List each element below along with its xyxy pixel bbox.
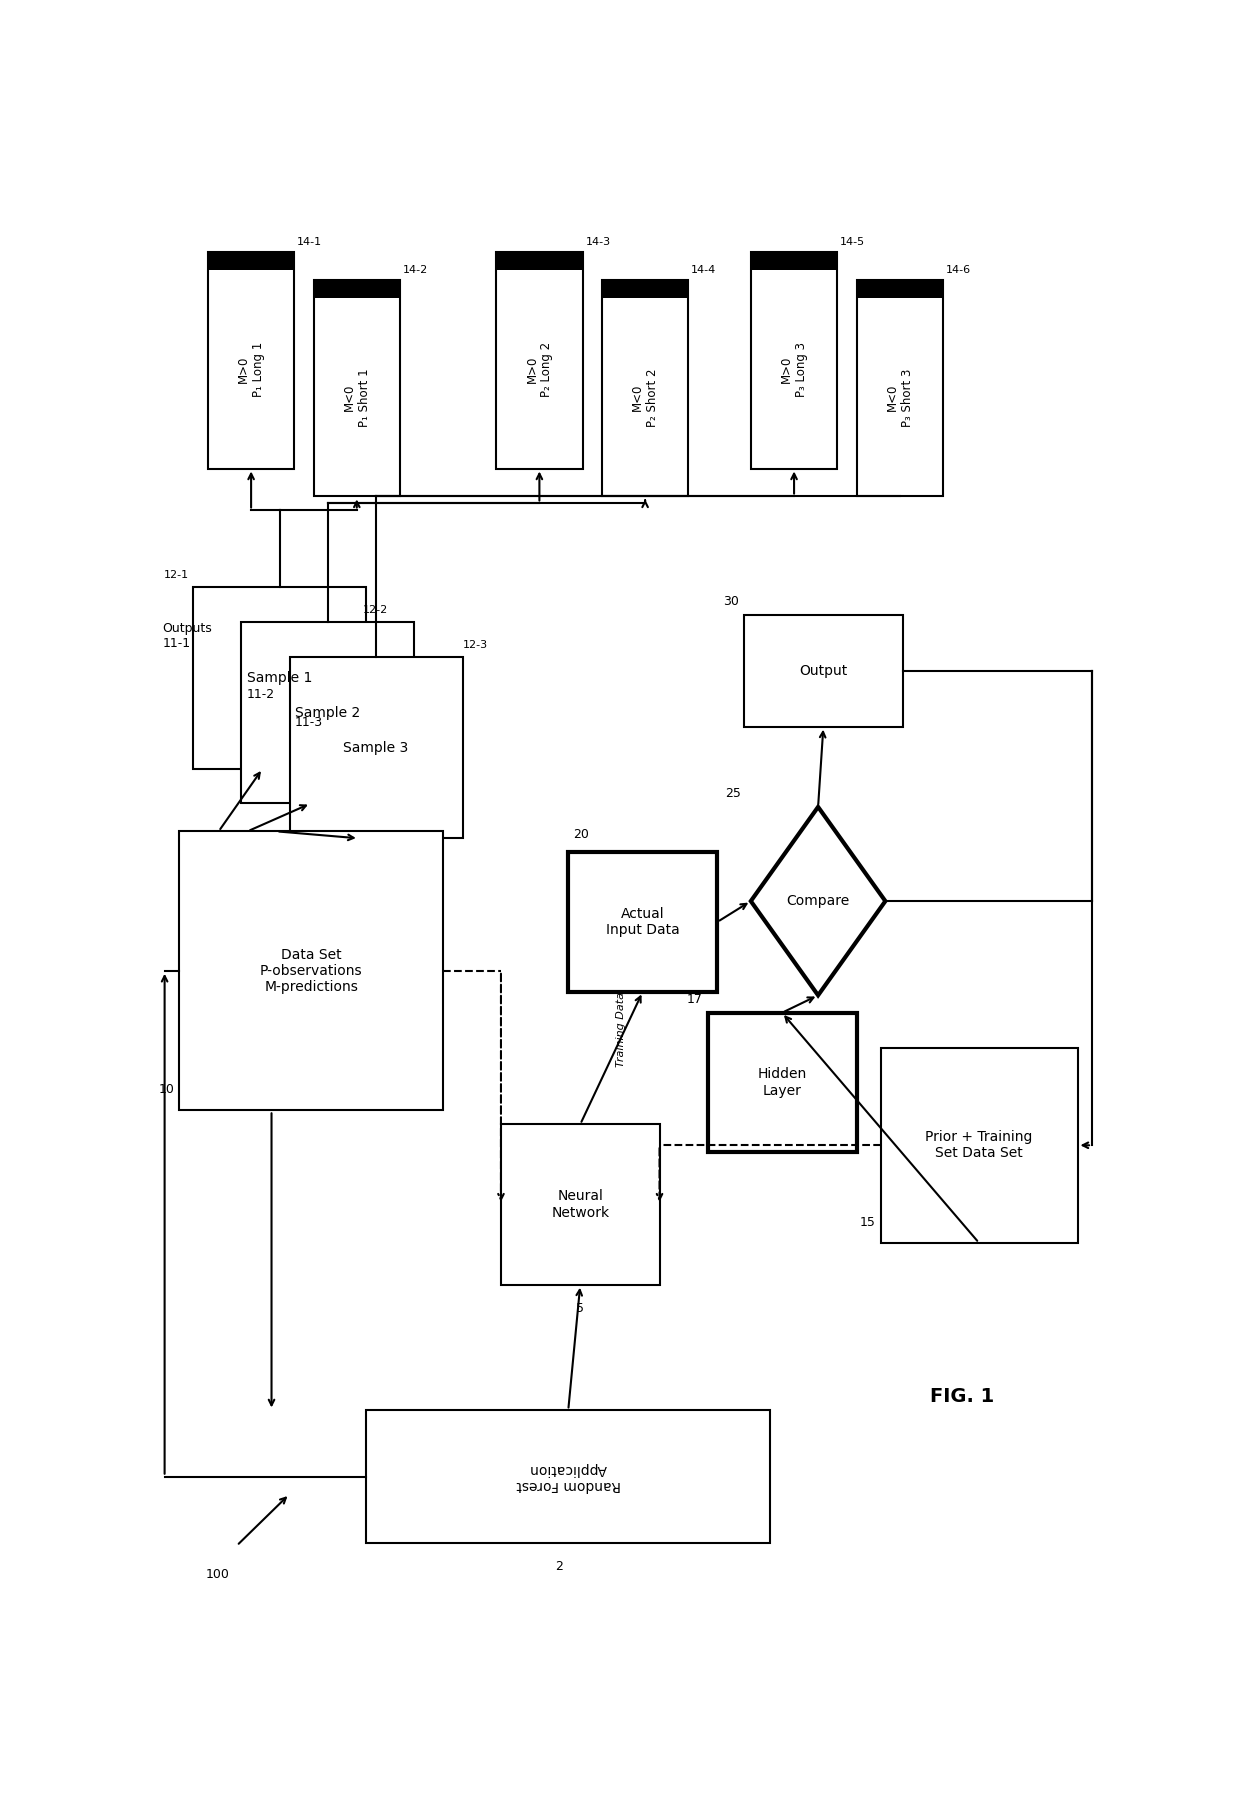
FancyBboxPatch shape — [193, 587, 367, 768]
Text: 2: 2 — [554, 1560, 563, 1573]
Text: Actual
Input Data: Actual Input Data — [606, 908, 680, 937]
Text: 14-1: 14-1 — [298, 237, 322, 246]
FancyBboxPatch shape — [601, 281, 688, 299]
Text: M>0
P₃ Long 3: M>0 P₃ Long 3 — [780, 342, 808, 397]
Text: Neural
Network: Neural Network — [552, 1189, 609, 1219]
Text: Hidden
Layer: Hidden Layer — [758, 1067, 807, 1098]
Text: M<0
P₃ Short 3: M<0 P₃ Short 3 — [885, 368, 914, 426]
FancyBboxPatch shape — [367, 1410, 770, 1544]
FancyBboxPatch shape — [568, 852, 717, 991]
Text: 14-4: 14-4 — [691, 265, 717, 275]
FancyBboxPatch shape — [496, 252, 583, 270]
Text: 15: 15 — [859, 1216, 875, 1229]
FancyBboxPatch shape — [208, 252, 294, 469]
Text: 10: 10 — [159, 1084, 174, 1096]
Text: Compare: Compare — [786, 893, 849, 908]
Text: 12-1: 12-1 — [164, 571, 188, 580]
Text: 100: 100 — [206, 1567, 229, 1582]
FancyBboxPatch shape — [857, 281, 942, 496]
Text: Output: Output — [800, 663, 847, 678]
FancyBboxPatch shape — [857, 281, 942, 299]
FancyBboxPatch shape — [314, 281, 401, 299]
Text: Prior + Training
Set Data Set: Prior + Training Set Data Set — [925, 1131, 1033, 1160]
Text: FIG. 1: FIG. 1 — [930, 1386, 994, 1406]
Text: Sample 3: Sample 3 — [343, 741, 409, 754]
Text: 14-6: 14-6 — [946, 265, 971, 275]
FancyBboxPatch shape — [501, 1123, 660, 1285]
Text: Sample 2: Sample 2 — [295, 705, 361, 719]
Text: Sample 1: Sample 1 — [247, 670, 312, 685]
Text: 12-3: 12-3 — [463, 640, 487, 651]
Text: 14-5: 14-5 — [841, 237, 866, 246]
Polygon shape — [750, 806, 885, 995]
Text: 20: 20 — [573, 828, 589, 841]
FancyBboxPatch shape — [601, 281, 688, 496]
FancyBboxPatch shape — [314, 281, 401, 496]
Text: M>0
P₂ Long 2: M>0 P₂ Long 2 — [526, 342, 553, 397]
Text: 11-3: 11-3 — [294, 716, 322, 728]
Text: M<0
P₁ Short 1: M<0 P₁ Short 1 — [342, 368, 371, 428]
Text: M>0
P₁ Long 1: M>0 P₁ Long 1 — [237, 342, 265, 397]
Text: 5: 5 — [577, 1301, 584, 1314]
Text: 14-2: 14-2 — [403, 265, 428, 275]
Text: Random Forest
Application: Random Forest Application — [516, 1462, 620, 1491]
FancyBboxPatch shape — [751, 252, 837, 270]
Text: 11-2: 11-2 — [247, 689, 274, 701]
FancyBboxPatch shape — [708, 1013, 857, 1152]
Text: 17: 17 — [687, 993, 703, 1006]
FancyBboxPatch shape — [290, 658, 463, 839]
FancyBboxPatch shape — [496, 252, 583, 469]
FancyBboxPatch shape — [179, 832, 444, 1111]
Text: Data Set
P-observations
M-predictions: Data Set P-observations M-predictions — [260, 948, 362, 995]
Text: 12-2: 12-2 — [362, 605, 388, 614]
Text: 30: 30 — [723, 594, 739, 609]
Text: M<0
P₂ Short 2: M<0 P₂ Short 2 — [631, 368, 660, 426]
Text: 25: 25 — [725, 786, 742, 799]
Text: Outputs
11-1: Outputs 11-1 — [162, 622, 212, 651]
FancyBboxPatch shape — [751, 252, 837, 469]
FancyBboxPatch shape — [880, 1047, 1078, 1243]
FancyBboxPatch shape — [242, 622, 414, 803]
Text: 14-3: 14-3 — [585, 237, 610, 246]
Text: Training Data: Training Data — [616, 991, 626, 1067]
FancyBboxPatch shape — [744, 614, 903, 727]
FancyBboxPatch shape — [208, 252, 294, 270]
